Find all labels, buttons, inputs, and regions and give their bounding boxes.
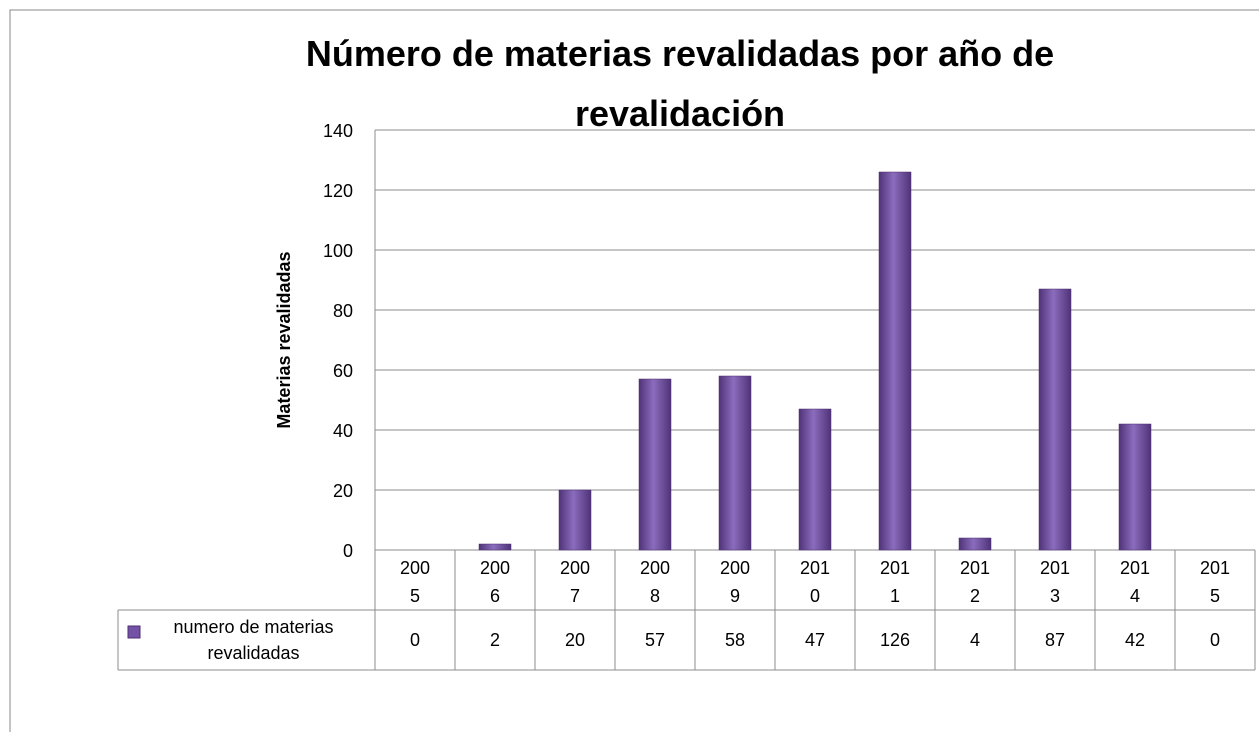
table-value: 2 bbox=[489, 630, 500, 650]
y-tick-label: 20 bbox=[333, 481, 353, 501]
table-value: 58 bbox=[724, 630, 746, 650]
table-value: 47 bbox=[804, 630, 826, 650]
y-tick-label: 0 bbox=[343, 541, 353, 561]
x-tick-label: 2011 bbox=[879, 558, 911, 606]
chart-border bbox=[9, 9, 1259, 732]
x-tick-label: 2015 bbox=[1199, 558, 1231, 606]
x-tick-label: 2012 bbox=[959, 558, 991, 606]
table-value: 126 bbox=[879, 630, 911, 650]
x-tick-label: 2009 bbox=[719, 558, 751, 606]
table-value: 42 bbox=[1124, 630, 1146, 650]
bar bbox=[478, 543, 512, 551]
x-tick-label: 2007 bbox=[559, 558, 591, 606]
y-axis-label: Materias revalidadas bbox=[274, 251, 294, 428]
table-value: 0 bbox=[1209, 630, 1220, 650]
legend-label: numero de materias revalidadas bbox=[173, 617, 334, 663]
y-tick-label: 40 bbox=[333, 421, 353, 441]
y-tick-label: 60 bbox=[333, 361, 353, 381]
bar bbox=[878, 171, 912, 551]
table-value: 87 bbox=[1044, 630, 1066, 650]
bar bbox=[558, 489, 592, 551]
y-tick-label: 140 bbox=[323, 121, 353, 141]
bar bbox=[1118, 423, 1152, 551]
bar bbox=[638, 378, 672, 551]
bar bbox=[1038, 288, 1072, 551]
x-tick-label: 2008 bbox=[639, 558, 671, 606]
y-tick-label: 120 bbox=[323, 181, 353, 201]
table-value: 0 bbox=[409, 630, 420, 650]
bar bbox=[718, 375, 752, 551]
bar bbox=[958, 537, 992, 551]
x-tick-label: 2006 bbox=[479, 558, 511, 606]
bar bbox=[798, 408, 832, 551]
x-tick-label: 2010 bbox=[799, 558, 831, 606]
chart-title: Número de materias revalidadas por año d… bbox=[305, 33, 1055, 134]
table-value: 4 bbox=[969, 630, 980, 650]
legend-swatch bbox=[127, 625, 141, 639]
x-tick-label: 2013 bbox=[1039, 558, 1071, 606]
table-value: 57 bbox=[644, 630, 666, 650]
x-tick-label: 2005 bbox=[399, 558, 431, 606]
table-value: 20 bbox=[564, 630, 586, 650]
x-tick-label: 2014 bbox=[1119, 558, 1151, 606]
y-tick-label: 80 bbox=[333, 301, 353, 321]
y-tick-label: 100 bbox=[323, 241, 353, 261]
